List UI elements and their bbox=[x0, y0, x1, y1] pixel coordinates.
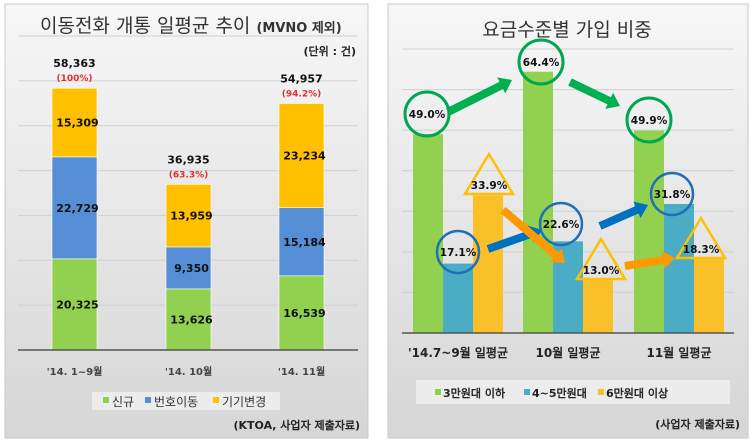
data-label: 18.3% bbox=[683, 244, 720, 256]
legend-swatch bbox=[435, 389, 441, 395]
data-label: 23,234 bbox=[283, 150, 326, 163]
bar bbox=[664, 203, 694, 333]
total-percent-label: (100%) bbox=[56, 74, 92, 84]
highlight-circle-icon bbox=[649, 171, 695, 217]
data-label: 33.9% bbox=[471, 180, 508, 192]
data-label: 15,184 bbox=[283, 236, 326, 249]
data-label: 13,626 bbox=[170, 313, 213, 326]
legend-label: 기기변경 bbox=[222, 395, 266, 409]
right-chart-title: 요금수준별 가입 비중 bbox=[482, 19, 651, 41]
bar bbox=[634, 130, 664, 333]
highlight-circle-icon bbox=[517, 38, 565, 86]
bar-segment bbox=[278, 103, 325, 208]
total-label: 36,935 bbox=[167, 153, 209, 166]
total-label: 58,363 bbox=[53, 57, 95, 70]
total-label: 54,957 bbox=[280, 72, 322, 85]
x-tick-label: 11월 일평균 bbox=[646, 345, 711, 360]
x-tick-label: '14.7~9월 일평균 bbox=[408, 345, 508, 360]
legend-label: 번호이동 bbox=[154, 395, 198, 409]
bar-segment bbox=[51, 87, 98, 158]
data-label: 17.1% bbox=[440, 247, 477, 259]
legend-label: 3만원대 이하 bbox=[443, 386, 506, 400]
x-tick-label: '14. 1~9월 bbox=[47, 366, 103, 378]
x-tick-label: 10월 일평균 bbox=[535, 345, 600, 360]
bar-segment bbox=[165, 288, 212, 351]
data-label: 13,959 bbox=[170, 210, 212, 223]
data-label: 9,350 bbox=[174, 262, 209, 275]
highlight-circle-icon bbox=[435, 229, 481, 275]
legend-swatch bbox=[103, 397, 109, 403]
bar-segment bbox=[51, 258, 98, 351]
highlight-triangle-icon bbox=[674, 215, 728, 260]
bar bbox=[523, 71, 553, 333]
highlight-circle-icon bbox=[625, 96, 673, 144]
legend-swatch bbox=[524, 389, 530, 395]
data-label: 64.4% bbox=[523, 57, 560, 69]
data-label: 49.0% bbox=[409, 109, 446, 121]
legend-label: 6만원대 이상 bbox=[606, 386, 668, 400]
data-label: 16,539 bbox=[283, 307, 325, 320]
bar bbox=[443, 263, 473, 333]
bar-segment bbox=[165, 184, 212, 248]
data-label: 22,729 bbox=[56, 202, 98, 215]
orange-trend-arrow-icon bbox=[500, 206, 566, 264]
legend-swatch bbox=[598, 389, 604, 395]
bar-segment bbox=[278, 207, 325, 277]
x-tick-label: '14. 10월 bbox=[165, 366, 212, 378]
legend-swatch bbox=[145, 397, 151, 403]
data-label: 13.0% bbox=[583, 265, 620, 277]
x-tick-label: '14. 11월 bbox=[278, 366, 325, 378]
data-label: 49.9% bbox=[631, 115, 668, 127]
bar bbox=[694, 258, 724, 333]
legend-label: 4~5만원대 bbox=[532, 386, 587, 400]
bar bbox=[413, 134, 443, 333]
left-legend-box bbox=[92, 392, 280, 410]
bar bbox=[473, 195, 503, 333]
highlight-circle-icon bbox=[538, 201, 584, 247]
right-source-note: (사업자 제출자료) bbox=[655, 417, 740, 431]
left-source-note: (KTOA, 사업자 제출자료) bbox=[233, 418, 360, 432]
legend-label: 신규 bbox=[112, 395, 134, 409]
total-percent-label: (63.3%) bbox=[169, 170, 208, 180]
green-trend-arrow-icon bbox=[446, 77, 513, 116]
green-trend-arrow-icon bbox=[568, 78, 620, 109]
data-label: 20,325 bbox=[56, 298, 98, 311]
highlight-triangle-icon bbox=[462, 151, 516, 196]
highlight-triangle-icon bbox=[574, 236, 628, 281]
left-unit-label: (단위 : 건) bbox=[304, 44, 356, 58]
data-label: 15,309 bbox=[56, 117, 98, 130]
orange-trend-arrow-icon bbox=[624, 251, 676, 270]
highlight-circle-icon bbox=[403, 90, 451, 138]
left-chart-title: 이동전화 개통 일평균 추이 (MVNO 제외) bbox=[40, 15, 342, 37]
bar-segment bbox=[165, 246, 212, 290]
data-label: 22.6% bbox=[543, 219, 580, 231]
data-label: 31.8% bbox=[654, 189, 691, 201]
bar bbox=[583, 280, 613, 333]
right-legend-box bbox=[416, 380, 730, 404]
legend-swatch bbox=[213, 397, 219, 403]
total-percent-label: (94.2%) bbox=[282, 89, 321, 99]
blue-trend-arrow-icon bbox=[598, 201, 648, 230]
